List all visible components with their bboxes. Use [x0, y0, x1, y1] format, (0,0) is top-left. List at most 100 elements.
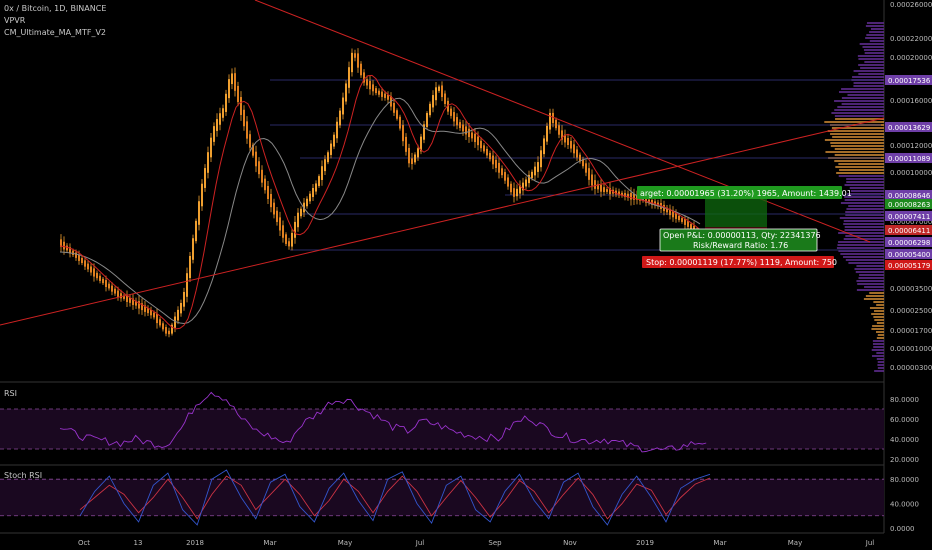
candle-body: [570, 140, 572, 149]
candle-body: [513, 188, 515, 197]
candle-body: [669, 208, 671, 216]
candle-body: [174, 316, 176, 328]
volume-profile-bar: [853, 85, 884, 87]
candle-body: [582, 159, 584, 167]
price-tick-label: 0.00003500: [890, 285, 932, 293]
candle-body: [144, 305, 146, 312]
price-badge: [885, 122, 932, 132]
candle-body: [468, 128, 470, 138]
volume-profile-bar: [852, 76, 884, 78]
candle-body: [219, 113, 221, 125]
volume-profile-bar: [863, 49, 884, 51]
candle-body: [474, 133, 476, 143]
volume-profile-bar: [858, 64, 884, 66]
time-tick-label: May: [338, 539, 352, 547]
candle-body: [633, 193, 635, 200]
volume-profile-bar: [836, 172, 884, 174]
volume-profile-bar: [838, 175, 884, 177]
time-tick-label: Jul: [415, 539, 425, 547]
candle-body: [357, 53, 359, 68]
candle-body: [87, 263, 89, 270]
time-tick-label: 2019: [636, 539, 654, 547]
stop-label-box: [642, 256, 834, 268]
candle-body: [333, 134, 335, 147]
candle-body: [447, 100, 449, 112]
volume-profile-bar: [871, 328, 884, 330]
candle-body: [384, 93, 386, 98]
candle-body: [195, 220, 197, 242]
volume-profile-bar: [830, 142, 884, 144]
time-tick-label: May: [788, 539, 802, 547]
ma-fast-line: [59, 74, 701, 330]
volume-profile-bar: [870, 28, 884, 30]
candle-body: [615, 190, 617, 195]
volume-profile-bar: [876, 331, 884, 333]
volume-profile-bar: [871, 349, 884, 351]
volume-profile-bar: [824, 121, 884, 123]
volume-profile-bar: [831, 127, 884, 129]
volume-profile-bar: [863, 298, 884, 300]
candle-body: [366, 79, 368, 86]
candle-body: [429, 103, 431, 116]
price-tick-label: 0.00007000: [890, 218, 932, 226]
candle-body: [186, 273, 188, 297]
candle-body: [261, 169, 263, 183]
candle-body: [72, 250, 74, 256]
candle-body: [387, 94, 389, 100]
candle-body: [678, 215, 680, 221]
volume-profile-bar: [839, 217, 884, 219]
candle-body: [525, 179, 527, 187]
candle-body: [315, 183, 317, 192]
open-pl-box: [659, 228, 818, 252]
candle-body: [645, 197, 647, 203]
candle-body: [498, 162, 500, 173]
ma-slow-line: [59, 97, 701, 324]
candle-body: [453, 112, 455, 122]
volume-profile-bar: [834, 109, 884, 111]
candle-body: [66, 245, 68, 251]
candle-body: [510, 183, 512, 193]
volume-profile-bar: [830, 133, 884, 135]
candle-body: [432, 95, 434, 108]
candle-body: [549, 112, 551, 130]
candle-body: [561, 130, 563, 140]
candle-body: [222, 108, 224, 118]
candle-body: [279, 217, 281, 231]
volume-profile-bar: [858, 58, 884, 60]
candle-body: [609, 188, 611, 195]
candle-body: [120, 293, 122, 299]
candle-body: [105, 280, 107, 288]
candle-body: [198, 201, 200, 225]
volume-profile-bar: [830, 145, 884, 147]
volume-profile-bar: [845, 214, 884, 216]
volume-profile-bar: [853, 70, 884, 72]
candle-body: [114, 288, 116, 294]
candle-body: [153, 312, 155, 318]
candle-body: [180, 302, 182, 314]
candle-body: [192, 238, 194, 260]
price-tick-label: 0.00020000: [890, 54, 932, 62]
candle-body: [336, 121, 338, 139]
volume-profile-bar: [876, 352, 884, 354]
candle-body: [624, 193, 626, 198]
price-badge-label: 0.00013629: [888, 124, 930, 132]
price-badge: [885, 75, 932, 85]
volume-profile-bar: [865, 37, 884, 39]
volume-profile-bar: [872, 340, 884, 342]
candle-body: [147, 308, 149, 314]
candle-body: [141, 303, 143, 311]
volume-profile-bar: [865, 295, 884, 297]
volume-profile-bar: [876, 304, 884, 306]
candle-body: [93, 268, 95, 277]
candle-body: [456, 117, 458, 126]
rsi-tick-label: 20.0000: [890, 456, 919, 464]
candle-body: [405, 136, 407, 152]
candle-body: [126, 295, 128, 302]
candle-body: [270, 193, 272, 208]
volume-profile-bar: [836, 247, 884, 249]
candle-body: [267, 185, 269, 200]
volume-profile-bar: [843, 256, 884, 258]
candle-body: [564, 134, 566, 143]
volume-profile-bar: [876, 358, 884, 360]
